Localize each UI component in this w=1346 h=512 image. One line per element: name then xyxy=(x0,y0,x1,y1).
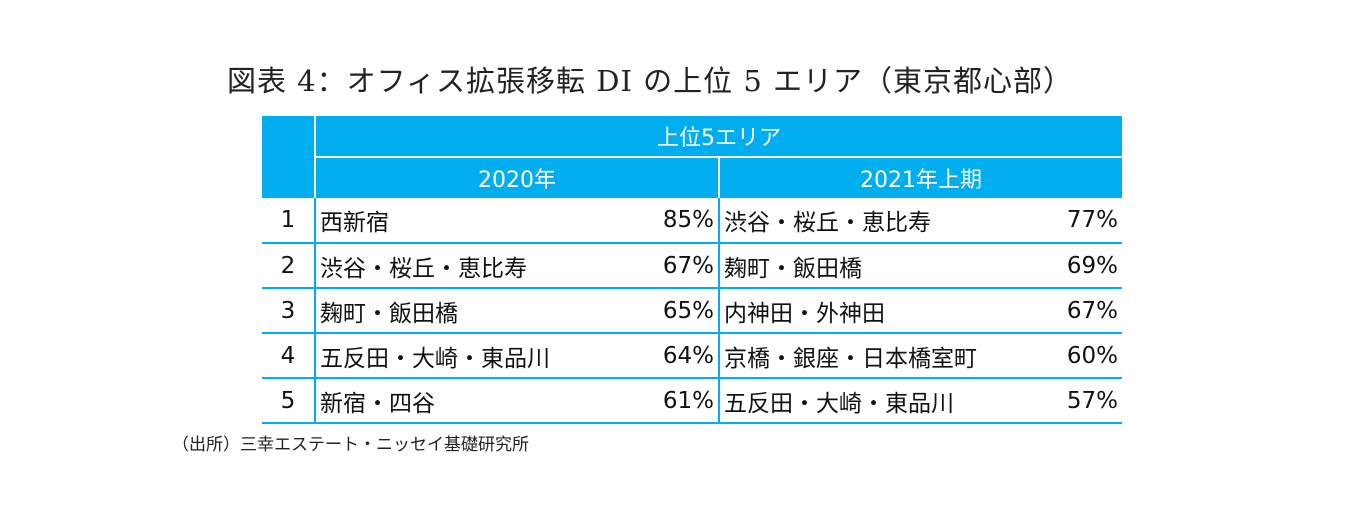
area-2021-cell: 渋谷・桜丘・恵比寿 xyxy=(718,198,1048,244)
rank-cell: 2 xyxy=(262,243,315,289)
pct-2021-cell: 77% xyxy=(1048,198,1122,244)
table-row: 5 新宿・四谷 61% 五反田・大崎・東品川 57% xyxy=(262,378,1122,424)
group-header: 上位5エリア xyxy=(314,116,1122,158)
pct-2020-cell: 65% xyxy=(644,288,719,334)
source-note: （出所）三幸エステート・ニッセイ基礎研究所 xyxy=(172,435,529,455)
rank-cell: 4 xyxy=(262,333,315,379)
table-row: 1 西新宿 85% 渋谷・桜丘・恵比寿 77% xyxy=(262,198,1122,244)
pct-2020-cell: 85% xyxy=(644,198,719,244)
corner-header xyxy=(262,116,315,198)
rank-cell: 1 xyxy=(262,198,315,244)
pct-2020-cell: 64% xyxy=(644,333,719,379)
pct-2021-cell: 67% xyxy=(1048,288,1122,334)
table-row: 2 渋谷・桜丘・恵比寿 67% 麹町・飯田橋 69% xyxy=(262,243,1122,289)
table-row: 3 麹町・飯田橋 65% 内神田・外神田 67% xyxy=(262,288,1122,334)
top-areas-table: 上位5エリア 2020年 2021年上期 1 西新宿 85% 渋谷・桜丘・恵比寿… xyxy=(262,116,1122,424)
col-header-2020: 2020年 xyxy=(314,157,719,198)
area-2020-cell: 麹町・飯田橋 xyxy=(314,288,644,334)
area-2021-cell: 五反田・大崎・東品川 xyxy=(718,378,1048,424)
area-2020-cell: 五反田・大崎・東品川 xyxy=(314,333,644,379)
area-2021-cell: 麹町・飯田橋 xyxy=(718,243,1048,289)
figure-title: 図表 4：オフィス拡張移転 DI の上位 5 エリア（東京都心部） xyxy=(226,64,1074,98)
pct-2020-cell: 61% xyxy=(644,378,719,424)
table-row: 4 五反田・大崎・東品川 64% 京橋・銀座・日本橋室町 60% xyxy=(262,333,1122,379)
area-2020-cell: 西新宿 xyxy=(314,198,644,244)
col-header-2021: 2021年上期 xyxy=(718,157,1122,198)
area-2020-cell: 渋谷・桜丘・恵比寿 xyxy=(314,243,644,289)
area-2020-cell: 新宿・四谷 xyxy=(314,378,644,424)
pct-2021-cell: 69% xyxy=(1048,243,1122,289)
pct-2020-cell: 67% xyxy=(644,243,719,289)
rank-cell: 5 xyxy=(262,378,315,424)
area-2021-cell: 内神田・外神田 xyxy=(718,288,1048,334)
pct-2021-cell: 60% xyxy=(1048,333,1122,379)
rank-cell: 3 xyxy=(262,288,315,334)
pct-2021-cell: 57% xyxy=(1048,378,1122,424)
area-2021-cell: 京橋・銀座・日本橋室町 xyxy=(718,333,1048,379)
